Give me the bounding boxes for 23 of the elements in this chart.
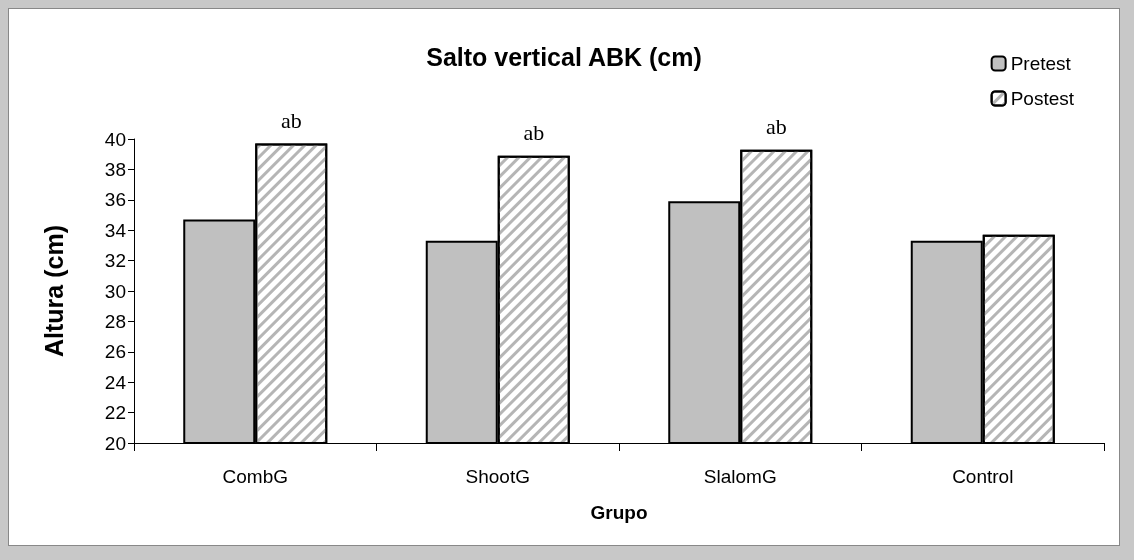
x-tick-label: Control bbox=[952, 466, 1014, 487]
x-tick-label: CombG bbox=[222, 466, 288, 487]
y-tick-label: 38 bbox=[104, 158, 126, 180]
chart-title: Salto vertical ABK (cm) bbox=[426, 42, 702, 71]
y-tick-label: 22 bbox=[104, 402, 126, 424]
y-tick-label: 26 bbox=[104, 341, 126, 363]
y-axis-title: Altura (cm) bbox=[39, 225, 68, 357]
legend-label: Pretest bbox=[1010, 53, 1072, 74]
y-tick-label: 28 bbox=[104, 310, 126, 332]
x-tick-label: ShootG bbox=[465, 466, 530, 487]
y-tick-label: 36 bbox=[104, 189, 126, 211]
y-tick-label: 30 bbox=[104, 280, 126, 302]
x-tick-label: SlalomG bbox=[703, 466, 777, 487]
y-tick-label: 34 bbox=[104, 219, 127, 241]
annotation: ab bbox=[523, 120, 545, 146]
annotation: ab bbox=[765, 114, 787, 140]
legend-label: Postest bbox=[1010, 88, 1075, 109]
annotation: ab bbox=[280, 108, 302, 134]
y-tick-label: 20 bbox=[104, 432, 126, 454]
y-tick-label: 24 bbox=[104, 371, 127, 393]
y-tick-label: 32 bbox=[104, 250, 126, 272]
x-axis-title: Grupo bbox=[590, 502, 648, 523]
y-tick-label: 40 bbox=[104, 128, 126, 150]
